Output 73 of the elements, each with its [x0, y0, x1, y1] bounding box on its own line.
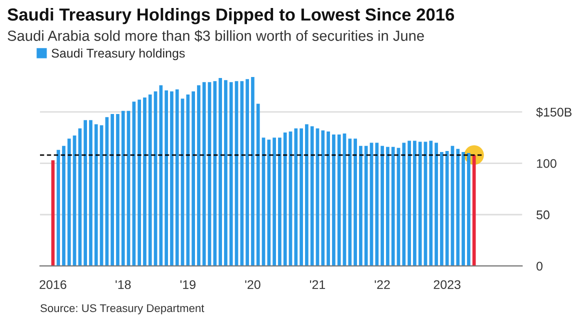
x-tick-label: 2016: [40, 280, 66, 290]
bar: [213, 81, 217, 266]
bar: [305, 124, 308, 266]
bar: [380, 146, 384, 266]
bar: [164, 90, 168, 266]
bar: [224, 80, 228, 266]
bar: [359, 146, 362, 266]
bar: [434, 142, 438, 266]
bar: [364, 146, 368, 266]
bar: [467, 153, 470, 266]
bar: [272, 138, 276, 266]
x-tick-label: '18: [116, 280, 131, 290]
y-tick-label: $150B: [536, 107, 572, 118]
bar: [386, 146, 390, 266]
bar: [138, 100, 142, 266]
bar: [229, 82, 233, 266]
bar: [472, 155, 476, 266]
legend-label: Saudi Treasury holdings: [52, 48, 185, 60]
bar: [375, 142, 379, 266]
y-tick-label: 100: [536, 159, 556, 168]
x-tick-label: '19: [180, 280, 196, 290]
bar: [445, 150, 449, 266]
bar: [267, 140, 271, 266]
bar: [456, 148, 460, 266]
bar: [321, 130, 325, 266]
bar: [62, 146, 66, 266]
bar: [218, 78, 222, 266]
bar: [294, 128, 298, 266]
bar: [56, 150, 60, 266]
bar: [440, 152, 444, 266]
bar: [391, 146, 395, 266]
bar: [94, 124, 98, 266]
bar: [67, 138, 71, 266]
bar: [202, 82, 206, 266]
bar: [462, 152, 465, 266]
x-tick-label: '20: [245, 280, 260, 290]
bar: [278, 138, 282, 266]
bar: [148, 94, 152, 266]
bar: [175, 89, 179, 266]
bar: [354, 138, 357, 266]
bar: [429, 140, 433, 266]
bar: [143, 98, 146, 266]
x-tick-label: 2023: [434, 280, 460, 290]
bar: [413, 140, 416, 266]
bar: [116, 114, 120, 266]
chart-subtitle: Saudi Arabia sold more than $3 billion worth of securities in June: [8, 30, 424, 42]
bar: [89, 120, 92, 266]
bar: [300, 128, 303, 266]
chart-title: Saudi Treasury Holdings Dipped to Lowest Since 2016: [8, 8, 454, 24]
y-tick-label: 50: [536, 210, 550, 220]
bar: [326, 131, 330, 266]
bar: [337, 134, 341, 266]
x-tick-label: '21: [310, 280, 326, 289]
bar: [121, 110, 125, 266]
bar: [310, 126, 314, 266]
bar: [418, 142, 422, 266]
bar: [246, 79, 249, 266]
x-tick-label: '22: [374, 280, 390, 289]
bar: [197, 85, 200, 266]
bar: [84, 120, 88, 266]
bar: [251, 77, 254, 266]
bar: [192, 91, 195, 266]
bar: [283, 132, 287, 266]
source-note: Source: US Treasury Department: [40, 304, 204, 314]
bar: [332, 134, 336, 266]
y-tick-label: 0: [536, 262, 542, 271]
bar: [256, 104, 260, 266]
bar: [240, 81, 244, 266]
bar: [402, 142, 406, 266]
bar: [348, 138, 352, 266]
bar: [110, 114, 114, 266]
bar: [170, 91, 174, 266]
bar: [408, 140, 411, 266]
